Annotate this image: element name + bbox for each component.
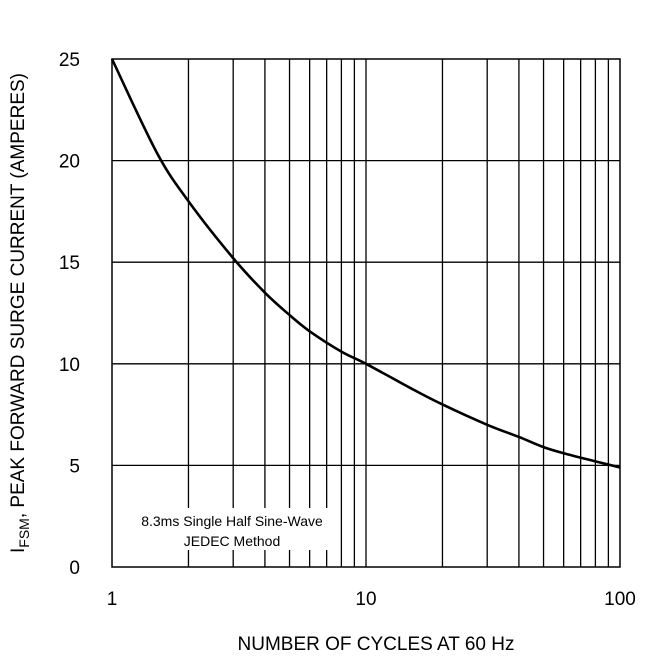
x-axis-title: NUMBER OF CYCLES AT 60 Hz bbox=[238, 634, 515, 655]
annotation-line-1: 8.3ms Single Half Sine-Wave bbox=[141, 513, 323, 529]
y-tick-label: 15 bbox=[59, 253, 80, 274]
y-axis-title: IFSM, PEAK FORWARD SURGE CURRENT (AMPERE… bbox=[8, 73, 32, 553]
x-tick-label: 1 bbox=[107, 589, 118, 610]
x-tick-label: 10 bbox=[355, 589, 376, 610]
plot-frame bbox=[111, 58, 621, 568]
y-tick-labels: 0 5 10 15 20 25 bbox=[59, 50, 80, 579]
y-axis-title-symbol: I bbox=[8, 548, 29, 553]
horizontal-gridlines bbox=[112, 159, 620, 467]
annotation-line-2: JEDEC Method bbox=[184, 533, 280, 549]
y-tick-label: 5 bbox=[69, 456, 80, 477]
annotation-background bbox=[130, 508, 330, 550]
annotation-box: 8.3ms Single Half Sine-Wave JEDEC Method bbox=[130, 508, 330, 550]
x-tick-labels: 1 10 100 bbox=[107, 589, 636, 610]
vertical-gridlines bbox=[187, 59, 610, 567]
y-tick-label: 0 bbox=[69, 558, 80, 579]
y-tick-label: 10 bbox=[59, 355, 80, 376]
y-axis-title-text: , PEAK FORWARD SURGE CURRENT (AMPERES) bbox=[8, 73, 29, 518]
y-tick-label: 20 bbox=[59, 152, 80, 173]
surge-current-curve bbox=[110, 58, 621, 469]
x-tick-label: 100 bbox=[604, 589, 636, 610]
y-axis-title-subscript: FSM bbox=[16, 518, 32, 548]
y-tick-label: 25 bbox=[59, 50, 80, 71]
